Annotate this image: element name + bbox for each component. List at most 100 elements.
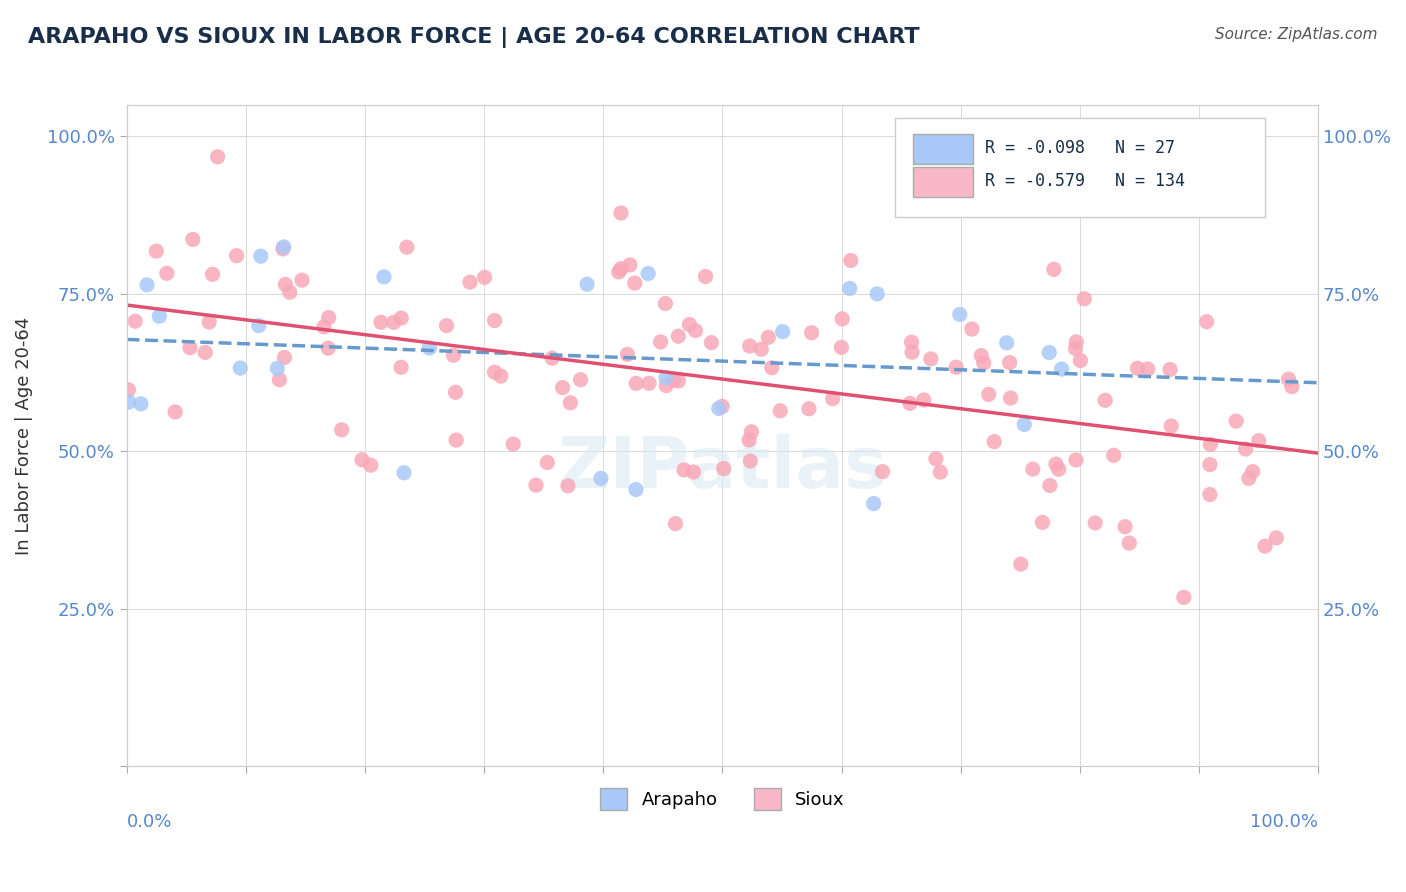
Point (370, 315, 392, 329)
Point (1237, 471, 1260, 485)
Point (738, 433, 761, 447)
Point (1281, 379, 1303, 393)
Point (970, 349, 993, 363)
Point (225, 249, 247, 263)
Point (983, 434, 1005, 449)
Point (389, 311, 412, 326)
Point (830, 340, 852, 354)
Point (392, 466, 415, 480)
Point (761, 360, 783, 375)
Point (711, 400, 734, 414)
Point (1225, 414, 1247, 428)
FancyBboxPatch shape (896, 118, 1264, 217)
Point (749, 342, 772, 356)
Point (797, 401, 820, 416)
Point (145, 244, 167, 259)
Point (1199, 458, 1222, 472)
Point (1254, 539, 1277, 553)
Point (623, 276, 645, 290)
Point (312, 319, 335, 334)
Point (977, 387, 1000, 401)
Point (682, 465, 704, 479)
Point (1022, 462, 1045, 476)
Point (672, 463, 695, 477)
Point (273, 351, 295, 365)
Point (165, 405, 187, 419)
Point (249, 249, 271, 263)
Point (266, 361, 288, 376)
Point (998, 355, 1021, 369)
Point (624, 483, 647, 497)
Text: Source: ZipAtlas.com: Source: ZipAtlas.com (1215, 27, 1378, 42)
Point (278, 285, 301, 300)
Point (637, 267, 659, 281)
Point (973, 356, 995, 370)
Point (838, 281, 860, 295)
Point (1160, 419, 1182, 434)
Point (1159, 362, 1181, 376)
Point (695, 269, 717, 284)
Point (1114, 520, 1136, 534)
Text: ZIPatlas: ZIPatlas (557, 434, 887, 503)
Point (898, 396, 921, 410)
Point (945, 360, 967, 375)
FancyBboxPatch shape (912, 135, 973, 164)
Point (1247, 434, 1270, 448)
Point (800, 326, 823, 340)
Point (551, 381, 574, 395)
Text: 100.0%: 100.0% (1250, 813, 1319, 830)
Point (316, 341, 339, 355)
Point (1199, 437, 1222, 451)
Point (560, 396, 582, 410)
Point (269, 373, 291, 387)
Point (1069, 353, 1091, 368)
Point (616, 347, 638, 361)
Point (536, 456, 558, 470)
Point (201, 268, 224, 282)
Point (929, 465, 952, 479)
Point (1064, 334, 1087, 349)
Point (589, 471, 612, 485)
Point (524, 478, 547, 492)
Point (318, 310, 340, 325)
Point (738, 339, 761, 353)
Point (541, 351, 564, 366)
Point (1010, 557, 1032, 571)
Point (1265, 531, 1288, 545)
Point (839, 253, 862, 268)
Point (198, 315, 221, 329)
Point (474, 270, 496, 285)
Point (117, 383, 139, 397)
Point (772, 325, 794, 339)
Point (576, 277, 599, 292)
Point (444, 385, 467, 400)
Point (1241, 465, 1264, 479)
Point (995, 335, 1018, 350)
Point (901, 345, 924, 359)
Point (1038, 345, 1060, 359)
Point (1195, 315, 1218, 329)
Point (655, 371, 678, 385)
Point (1064, 342, 1087, 356)
Point (271, 242, 294, 256)
Point (207, 150, 229, 164)
Point (610, 206, 633, 220)
Point (619, 258, 641, 272)
Point (181, 232, 204, 246)
Point (360, 458, 382, 473)
Point (650, 334, 672, 349)
Point (350, 452, 373, 467)
Point (900, 335, 922, 350)
Point (1136, 362, 1159, 376)
Point (668, 374, 690, 388)
Point (382, 315, 405, 329)
Point (678, 318, 700, 332)
Point (655, 378, 678, 392)
Point (569, 373, 592, 387)
Point (395, 240, 418, 254)
Point (912, 392, 935, 407)
Point (273, 240, 295, 254)
Point (418, 341, 440, 355)
Point (1043, 262, 1066, 277)
Point (443, 348, 465, 362)
